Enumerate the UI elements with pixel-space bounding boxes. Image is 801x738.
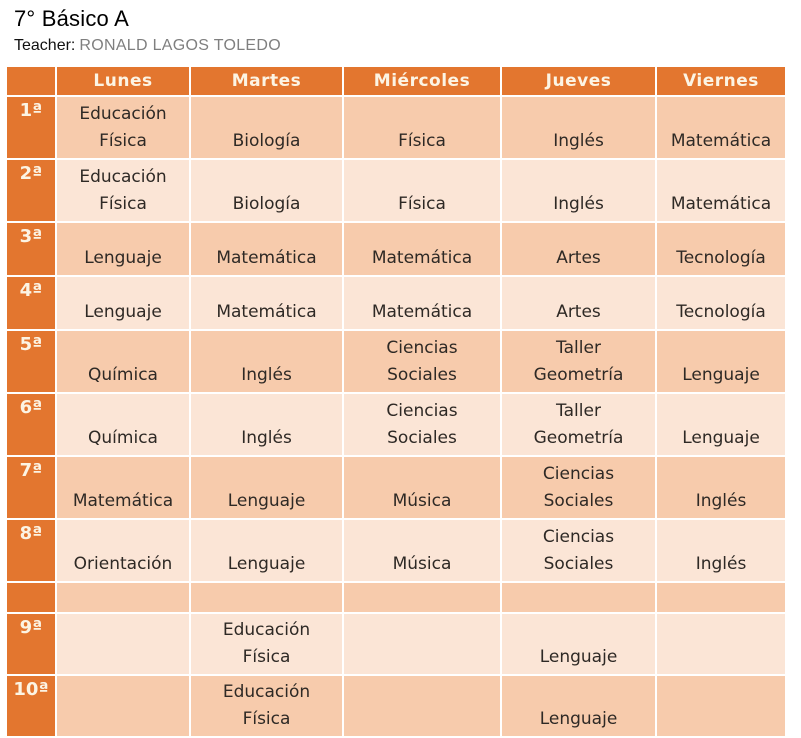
- subject-cell: Inglés: [191, 331, 342, 392]
- subject-cell: [344, 676, 500, 736]
- subject-cell: Lenguaje: [191, 457, 342, 518]
- subject-cell: [344, 614, 500, 674]
- day-header-miercoles: Miércoles: [344, 67, 500, 95]
- teacher-label: Teacher:: [14, 37, 76, 54]
- subject-cell: Artes: [502, 277, 655, 329]
- subject-cell: Matemática: [344, 223, 500, 275]
- subject-cell: [191, 583, 342, 612]
- subject-cell: Inglés: [657, 520, 785, 581]
- subject-cell: [657, 676, 785, 736]
- subject-cell: Educación Física: [57, 97, 189, 158]
- period-cell: 7ª: [7, 457, 55, 518]
- day-header-martes: Martes: [191, 67, 342, 95]
- subject-cell: [57, 583, 189, 612]
- timetable-row-1: 1ª Educación Física Biología Física Ingl…: [7, 97, 785, 158]
- timetable-row-10: 10ª Educación Física Lenguaje: [7, 676, 785, 736]
- teacher-name: RONALD LAGOS TOLEDO: [79, 37, 281, 54]
- subject-cell: Biología: [191, 160, 342, 221]
- subject-cell: Química: [57, 331, 189, 392]
- day-header-viernes: Viernes: [657, 67, 785, 95]
- period-cell: 4ª: [7, 277, 55, 329]
- subject-cell: Taller Geometría: [502, 394, 655, 455]
- timetable-row-5: 5ª Química Inglés Ciencias Sociales Tall…: [7, 331, 785, 392]
- day-header-lunes: Lunes: [57, 67, 189, 95]
- timetable-row-7: 7ª Matemática Lenguaje Música Ciencias S…: [7, 457, 785, 518]
- timetable-row-8: 8ª Orientación Lenguaje Música Ciencias …: [7, 520, 785, 581]
- subject-cell: Inglés: [191, 394, 342, 455]
- timetable-row-4: 4ª Lenguaje Matemática Matemática Artes …: [7, 277, 785, 329]
- subject-cell: Matemática: [191, 223, 342, 275]
- timetable: Lunes Martes Miércoles Jueves Viernes 1ª…: [5, 65, 787, 738]
- timetable-row-6: 6ª Química Inglés Ciencias Sociales Tall…: [7, 394, 785, 455]
- subject-cell: Lenguaje: [657, 331, 785, 392]
- subject-cell: Lenguaje: [57, 277, 189, 329]
- timetable-row-2: 2ª Educación Física Biología Física Ingl…: [7, 160, 785, 221]
- subject-cell: [502, 583, 655, 612]
- subject-cell: Educación Física: [57, 160, 189, 221]
- subject-cell: Inglés: [502, 160, 655, 221]
- subject-cell: Lenguaje: [57, 223, 189, 275]
- subject-cell: Música: [344, 520, 500, 581]
- period-cell: 10ª: [7, 676, 55, 736]
- day-header-jueves: Jueves: [502, 67, 655, 95]
- period-cell: 2ª: [7, 160, 55, 221]
- subject-cell: Ciencias Sociales: [344, 331, 500, 392]
- day-header-row: Lunes Martes Miércoles Jueves Viernes: [7, 67, 785, 95]
- subject-cell: Ciencias Sociales: [502, 520, 655, 581]
- subject-cell: Matemática: [657, 97, 785, 158]
- subject-cell: Lenguaje: [502, 614, 655, 674]
- period-cell: 9ª: [7, 614, 55, 674]
- period-cell: 8ª: [7, 520, 55, 581]
- subject-cell: Lenguaje: [657, 394, 785, 455]
- spacer-row: [7, 583, 785, 612]
- subject-cell: Lenguaje: [502, 676, 655, 736]
- period-cell: 5ª: [7, 331, 55, 392]
- subject-cell: Matemática: [57, 457, 189, 518]
- period-cell: 6ª: [7, 394, 55, 455]
- page-title: 7° Básico A: [14, 6, 129, 31]
- subject-cell: Matemática: [344, 277, 500, 329]
- subject-cell: Matemática: [657, 160, 785, 221]
- timetable-row-3: 3ª Lenguaje Matemática Matemática Artes …: [7, 223, 785, 275]
- subject-cell: Inglés: [657, 457, 785, 518]
- subject-cell: Física: [344, 160, 500, 221]
- subject-cell: Inglés: [502, 97, 655, 158]
- subject-cell: Tecnología: [657, 223, 785, 275]
- subject-cell: Biología: [191, 97, 342, 158]
- subject-cell: Artes: [502, 223, 655, 275]
- subject-cell: Física: [344, 97, 500, 158]
- corner-cell: [7, 67, 55, 95]
- subject-cell: Ciencias Sociales: [502, 457, 655, 518]
- period-cell: 3ª: [7, 223, 55, 275]
- subject-cell: Lenguaje: [191, 520, 342, 581]
- subject-cell: Tecnología: [657, 277, 785, 329]
- subject-cell: Educación Física: [191, 676, 342, 736]
- subject-cell: Química: [57, 394, 189, 455]
- subject-cell: Matemática: [191, 277, 342, 329]
- period-cell: [7, 583, 55, 612]
- subject-cell: Taller Geometría: [502, 331, 655, 392]
- subject-cell: [657, 614, 785, 674]
- timetable-row-9: 9ª Educación Física Lenguaje: [7, 614, 785, 674]
- subject-cell: Orientación: [57, 520, 189, 581]
- subject-cell: [57, 676, 189, 736]
- subject-cell: Música: [344, 457, 500, 518]
- subject-cell: [57, 614, 189, 674]
- teacher-line: Teacher: RONALD LAGOS TOLEDO: [14, 36, 801, 56]
- subject-cell: Ciencias Sociales: [344, 394, 500, 455]
- period-cell: 1ª: [7, 97, 55, 158]
- subject-cell: [344, 583, 500, 612]
- subject-cell: Educación Física: [191, 614, 342, 674]
- subject-cell: [657, 583, 785, 612]
